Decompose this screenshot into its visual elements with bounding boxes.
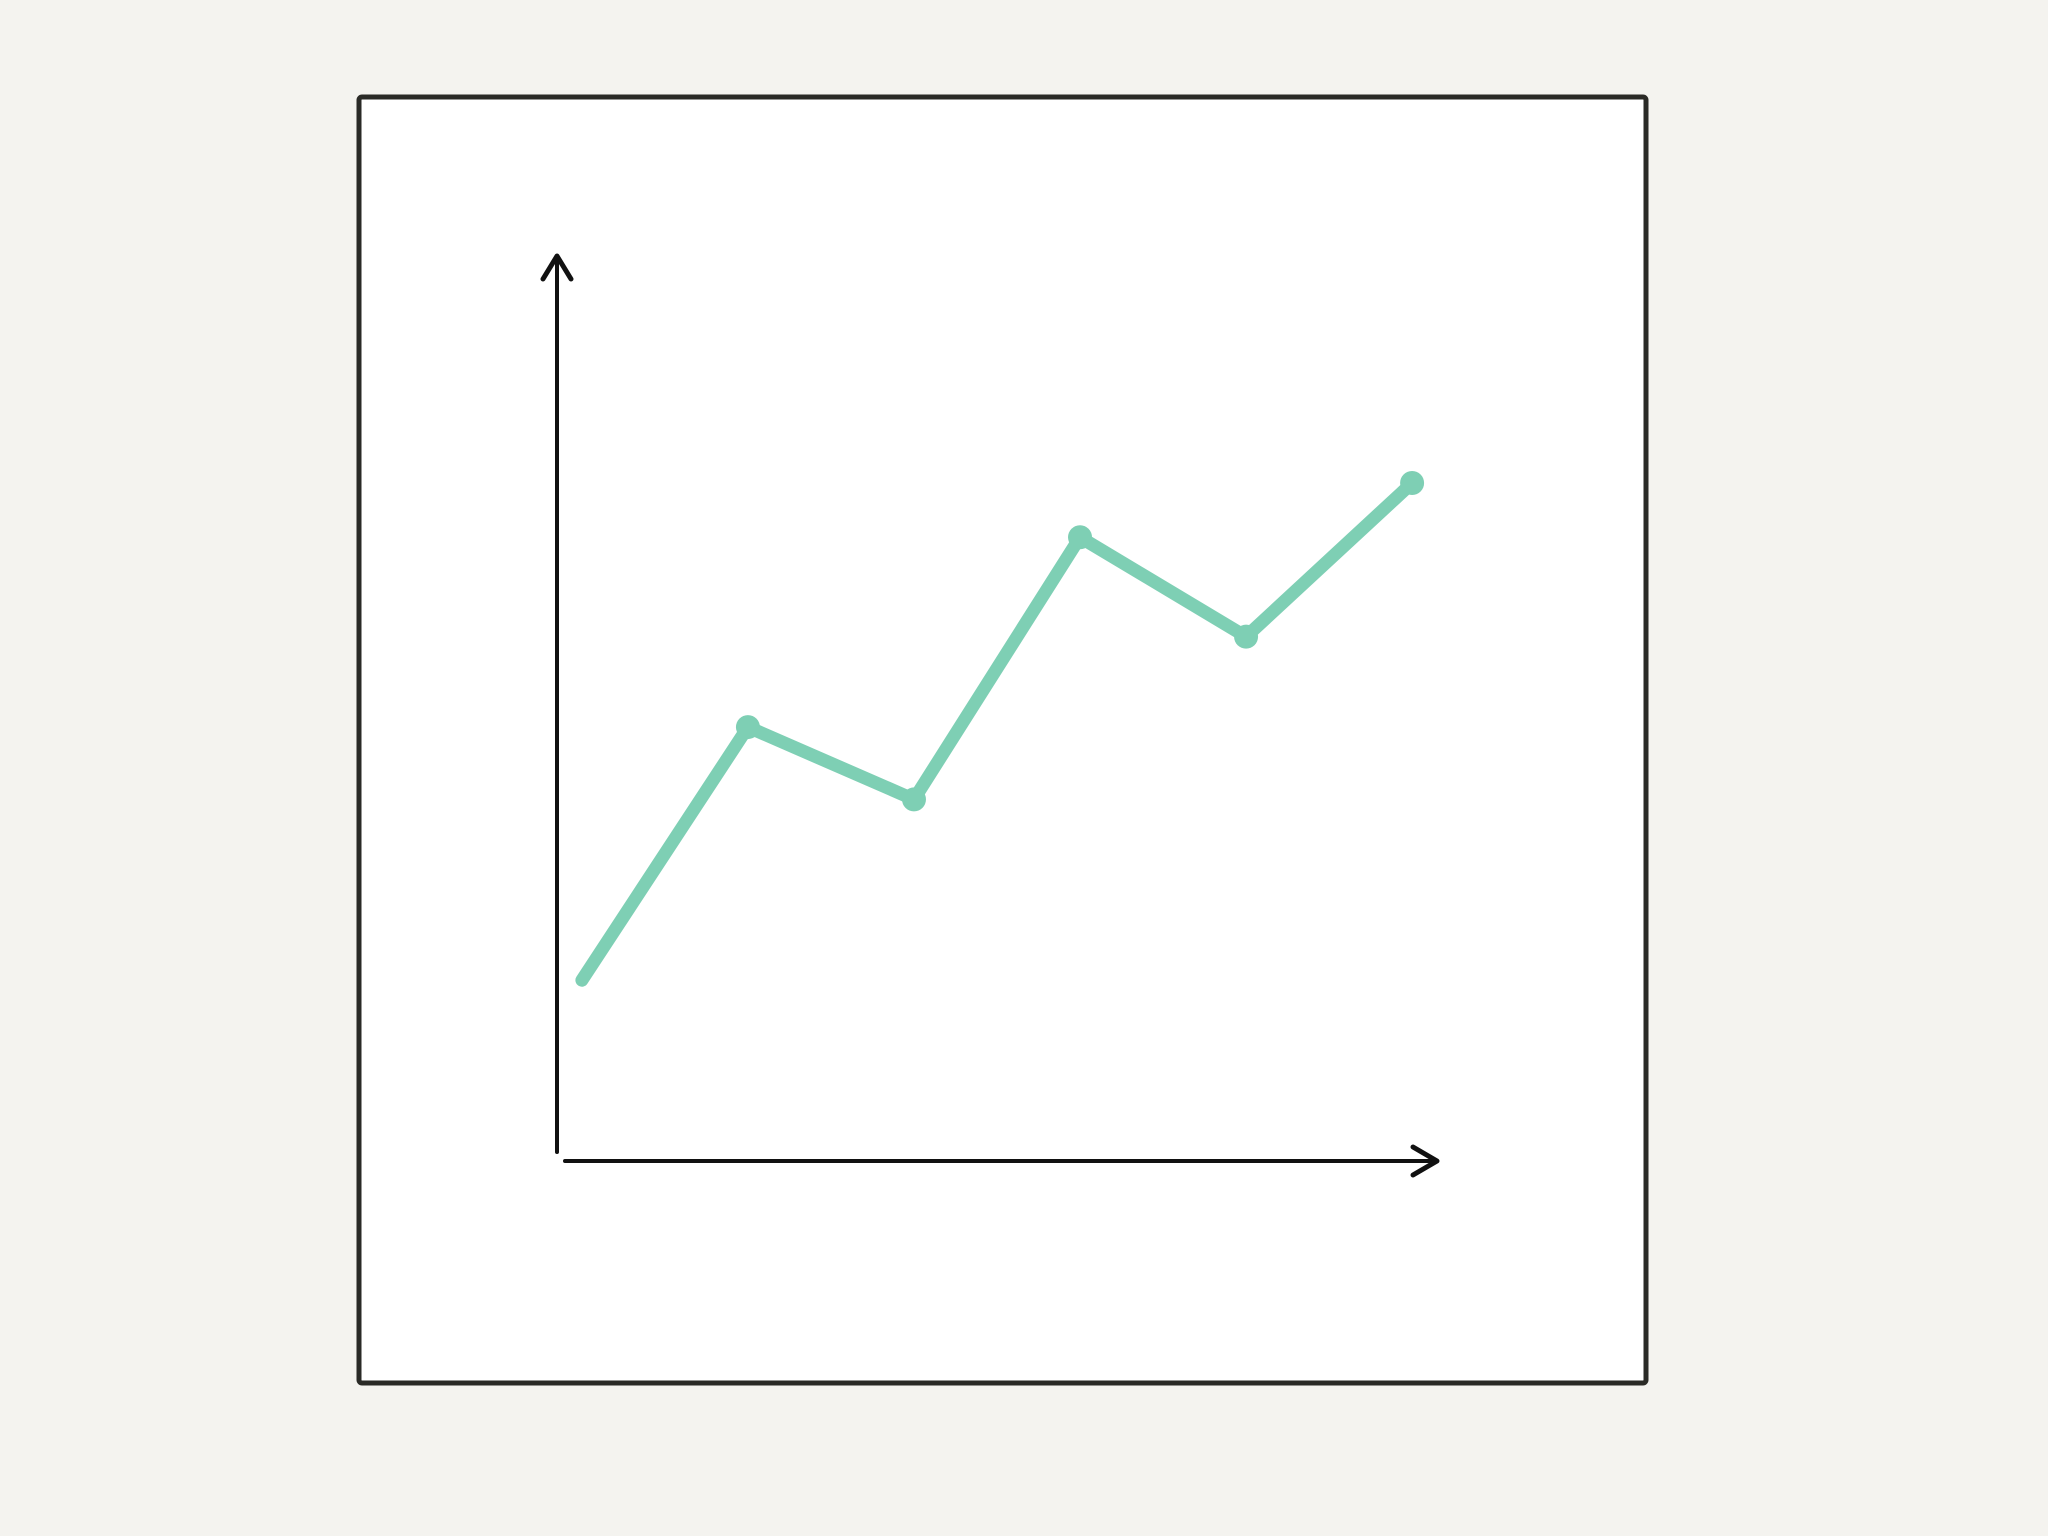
data-point (901, 787, 926, 812)
chart-frame (356, 94, 1649, 1386)
data-point (1068, 525, 1093, 550)
x-axis-arrow-icon (1410, 1144, 1440, 1178)
y-axis (540, 253, 574, 1154)
plot-area (575, 471, 1425, 987)
x-axis (563, 1144, 1440, 1178)
series-line-1 (575, 476, 1419, 987)
data-point (1400, 471, 1425, 495)
y-axis-arrow-icon (540, 253, 574, 282)
data-point (1234, 624, 1259, 649)
data-point (735, 715, 760, 740)
